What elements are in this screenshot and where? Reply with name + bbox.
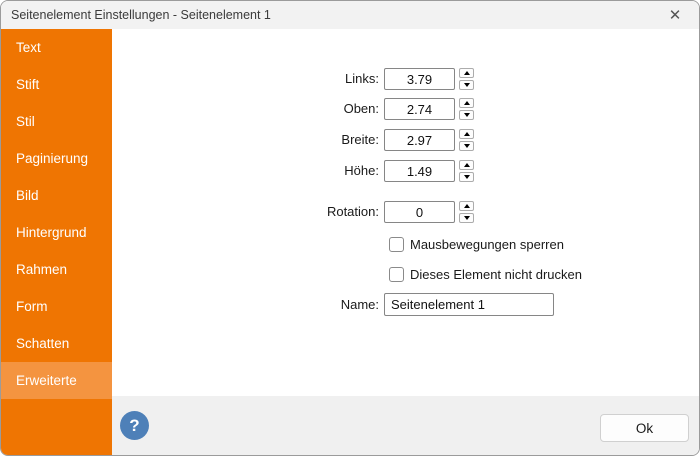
sidebar-item-bild[interactable]: Bild — [16, 188, 39, 203]
help-icon[interactable]: ? — [120, 411, 149, 440]
links-label: Links: — [345, 71, 379, 86]
oben-input[interactable] — [384, 98, 455, 120]
breite-label: Breite: — [341, 132, 379, 147]
title-bar: Seitenelement Einstellungen - Seitenelem… — [1, 1, 699, 29]
breite-input[interactable] — [384, 129, 455, 151]
sidebar-item-erweiterte[interactable]: Erweiterte — [1, 362, 112, 399]
no-print-checkbox[interactable] — [389, 267, 404, 282]
sidebar-item-stil[interactable]: Stil — [16, 114, 35, 129]
links-spinner — [459, 68, 474, 90]
settings-panel: Links: Oben: Breite: Höhe: Rotation: — [112, 29, 699, 396]
rotation-input[interactable] — [384, 201, 455, 223]
hoehe-label: Höhe: — [344, 163, 379, 178]
rotation-spin-up-icon[interactable] — [459, 201, 474, 211]
ok-button[interactable]: Ok — [600, 414, 689, 442]
close-icon[interactable]: ✕ — [668, 7, 682, 24]
oben-spin-down-icon[interactable] — [459, 110, 474, 120]
window-title: Seitenelement Einstellungen - Seitenelem… — [11, 8, 271, 22]
hoehe-spin-down-icon[interactable] — [459, 172, 474, 182]
rotation-spinner — [459, 201, 474, 223]
sidebar-item-text[interactable]: Text — [16, 40, 41, 55]
name-input[interactable] — [384, 293, 554, 316]
rotation-spin-down-icon[interactable] — [459, 213, 474, 223]
oben-label: Oben: — [343, 101, 379, 116]
oben-spin-up-icon[interactable] — [459, 98, 474, 108]
hoehe-spin-up-icon[interactable] — [459, 160, 474, 170]
sidebar-item-schatten[interactable]: Schatten — [16, 336, 70, 351]
sidebar: Text Stift Stil Paginierung Bild Hinterg… — [1, 29, 112, 455]
sidebar-item-stift[interactable]: Stift — [16, 77, 40, 92]
oben-spinner — [459, 98, 474, 120]
links-spin-down-icon[interactable] — [459, 80, 474, 90]
name-label: Name: — [340, 297, 379, 312]
footer-bar: ? Ok — [112, 396, 699, 455]
lock-mouse-label: Mausbewegungen sperren — [410, 237, 564, 252]
hoehe-input[interactable] — [384, 160, 455, 182]
rotation-label: Rotation: — [326, 204, 379, 219]
sidebar-item-form[interactable]: Form — [16, 299, 48, 314]
sidebar-item-hintergrund[interactable]: Hintergrund — [16, 225, 87, 240]
breite-spin-down-icon[interactable] — [459, 141, 474, 151]
links-spin-up-icon[interactable] — [459, 68, 474, 78]
sidebar-item-paginierung[interactable]: Paginierung — [16, 151, 89, 166]
lock-mouse-checkbox[interactable] — [389, 237, 404, 252]
no-print-label: Dieses Element nicht drucken — [410, 267, 582, 282]
breite-spinner — [459, 129, 474, 151]
sidebar-item-rahmen[interactable]: Rahmen — [16, 262, 68, 277]
breite-spin-up-icon[interactable] — [459, 129, 474, 139]
links-input[interactable] — [384, 68, 455, 90]
hoehe-spinner — [459, 160, 474, 182]
